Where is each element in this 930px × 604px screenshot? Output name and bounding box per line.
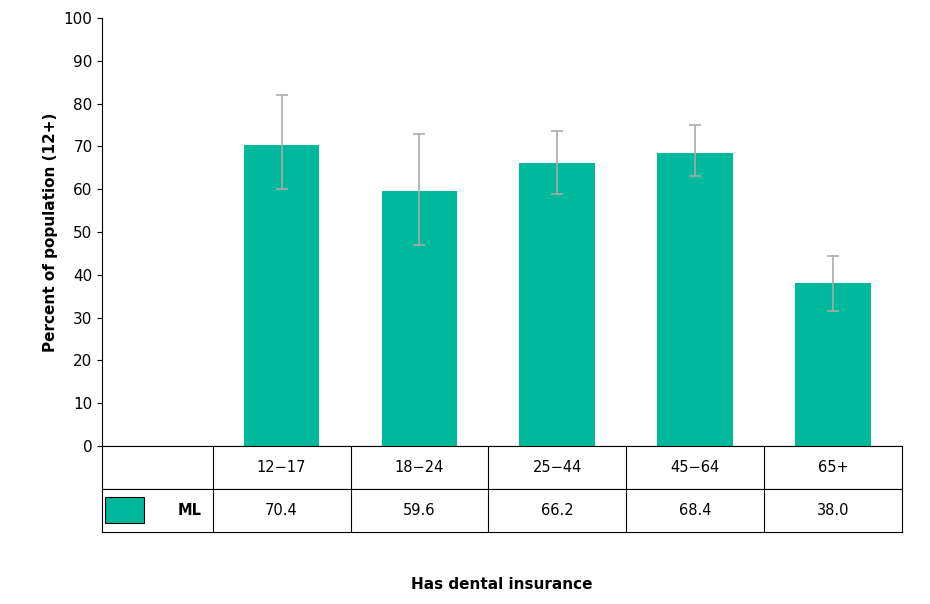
Bar (795, 283, 871, 446)
Text: 65+: 65+ (817, 460, 848, 475)
Text: ML: ML (178, 503, 202, 518)
Bar (381, 191, 458, 446)
Bar (520, 162, 595, 446)
Bar (244, 145, 320, 446)
Text: 70.4: 70.4 (265, 503, 298, 518)
Text: Has dental insurance: Has dental insurance (411, 577, 593, 592)
Bar (658, 153, 733, 446)
Text: 66.2: 66.2 (541, 503, 574, 518)
Text: 59.6: 59.6 (404, 503, 436, 518)
Text: 45−64: 45−64 (671, 460, 720, 475)
Text: 68.4: 68.4 (679, 503, 711, 518)
Text: 25−44: 25−44 (533, 460, 582, 475)
Bar (105, 497, 143, 523)
Y-axis label: Percent of population (12+): Percent of population (12+) (43, 112, 59, 352)
Text: 18−24: 18−24 (394, 460, 445, 475)
Text: 38.0: 38.0 (817, 503, 849, 518)
Text: 12−17: 12−17 (257, 460, 306, 475)
